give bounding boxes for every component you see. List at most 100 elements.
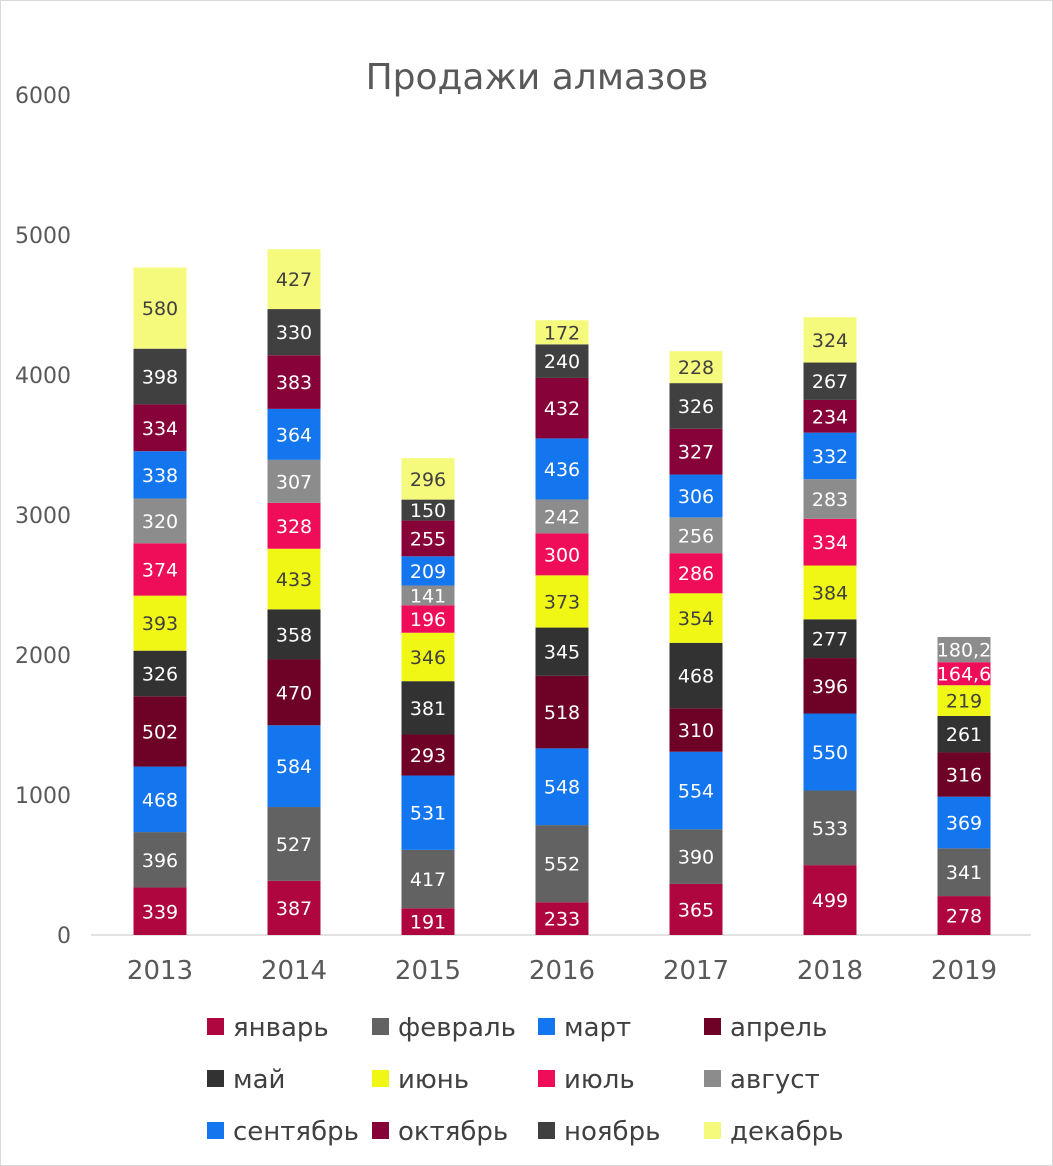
data-label: 209 bbox=[410, 561, 446, 583]
data-label: 316 bbox=[946, 765, 982, 787]
bar-segment bbox=[401, 632, 455, 682]
legend-label: ноябрь bbox=[564, 1117, 660, 1147]
y-tick-label: 0 bbox=[57, 924, 71, 949]
bar-segment bbox=[401, 681, 455, 735]
data-label: 580 bbox=[142, 298, 178, 320]
bar-segment bbox=[267, 609, 321, 660]
legend-swatch bbox=[372, 1122, 389, 1139]
bar-segment bbox=[937, 662, 991, 686]
data-label: 552 bbox=[544, 854, 580, 876]
data-label: 233 bbox=[544, 909, 580, 931]
bar-segment bbox=[803, 432, 857, 480]
bar-segment bbox=[267, 548, 321, 610]
y-tick-label: 2000 bbox=[15, 644, 71, 669]
bar-segment bbox=[535, 533, 589, 576]
data-label: 383 bbox=[276, 372, 312, 394]
bar-segment bbox=[803, 713, 857, 791]
data-label: 255 bbox=[410, 528, 446, 550]
bar-segment bbox=[535, 320, 589, 345]
data-label: 326 bbox=[678, 396, 714, 418]
legend-item: август bbox=[704, 1065, 820, 1095]
data-label: 384 bbox=[812, 582, 848, 604]
bar-segment bbox=[669, 351, 723, 384]
bar-segment bbox=[401, 499, 455, 521]
x-tick-label: 2013 bbox=[127, 956, 193, 986]
bar-segment bbox=[267, 249, 321, 310]
legend-label: февраль bbox=[398, 1013, 516, 1043]
bar-segment bbox=[669, 883, 723, 935]
legend-label: январь bbox=[233, 1013, 329, 1043]
legend: январь февраль март апрель май июнь июль август… bbox=[207, 1013, 843, 1147]
legend-label: июль bbox=[564, 1065, 635, 1095]
x-tick-label: 2017 bbox=[663, 956, 729, 986]
bar-segment bbox=[401, 849, 455, 909]
legend-swatch bbox=[538, 1122, 555, 1139]
data-label: 341 bbox=[946, 862, 982, 884]
data-label: 427 bbox=[276, 269, 312, 291]
data-label: 286 bbox=[678, 563, 714, 585]
legend-label: август bbox=[730, 1065, 820, 1095]
bar-segment bbox=[669, 517, 723, 554]
legend-swatch bbox=[704, 1070, 721, 1087]
bar-segment bbox=[133, 348, 187, 405]
data-label: 307 bbox=[276, 471, 312, 493]
x-tick-label: 2014 bbox=[261, 956, 327, 986]
legend-label: май bbox=[233, 1065, 285, 1095]
bar-segment bbox=[803, 865, 857, 935]
data-label: 533 bbox=[812, 818, 848, 840]
data-label: 373 bbox=[544, 591, 580, 613]
bar-segment bbox=[267, 502, 321, 549]
bar-segment bbox=[937, 636, 991, 663]
bar-segment bbox=[937, 896, 991, 935]
bar-stack-2016: 233 552 548 518 345 373 300 242 436 432 240 172 bbox=[535, 320, 589, 935]
bar-segment bbox=[535, 825, 589, 903]
data-label: 584 bbox=[276, 756, 312, 778]
bar-segment bbox=[803, 790, 857, 866]
bar-segment bbox=[803, 565, 857, 620]
bar-segment bbox=[803, 362, 857, 400]
data-label: 330 bbox=[276, 322, 312, 344]
bar-segment bbox=[669, 553, 723, 594]
bar-segment bbox=[669, 751, 723, 830]
data-label: 191 bbox=[410, 912, 446, 934]
bar-segment bbox=[535, 675, 589, 749]
legend-label: июнь bbox=[398, 1065, 469, 1095]
data-label: 436 bbox=[544, 459, 580, 481]
data-label: 228 bbox=[678, 357, 714, 379]
legend-item: февраль bbox=[372, 1013, 516, 1043]
bar-segment bbox=[669, 642, 723, 709]
legend-swatch bbox=[372, 1018, 389, 1035]
data-label: 396 bbox=[142, 850, 178, 872]
legend-item: май bbox=[207, 1065, 285, 1095]
bar-stack-2017: 365 390 554 310 468 354 286 256 306 327 326 228 bbox=[669, 351, 723, 935]
legend-swatch bbox=[704, 1122, 721, 1139]
data-label: 381 bbox=[410, 698, 446, 720]
data-label: 267 bbox=[812, 371, 848, 393]
data-label: 468 bbox=[142, 789, 178, 811]
data-label: 277 bbox=[812, 629, 848, 651]
bar-segment bbox=[133, 696, 187, 767]
data-label: 470 bbox=[276, 682, 312, 704]
bar-segment bbox=[669, 708, 723, 752]
data-label: 278 bbox=[946, 906, 982, 928]
bar-segment bbox=[401, 734, 455, 776]
bar-segment bbox=[133, 267, 187, 349]
data-label: 306 bbox=[678, 486, 714, 508]
bar-segment bbox=[401, 556, 455, 586]
bar-segment bbox=[133, 832, 187, 888]
data-label: 328 bbox=[276, 516, 312, 538]
bar-segment bbox=[803, 317, 857, 363]
legend-item: март bbox=[538, 1013, 631, 1043]
bar-segment bbox=[535, 344, 589, 378]
bar-segment bbox=[401, 908, 455, 935]
bar-segment bbox=[401, 775, 455, 850]
legend-swatch bbox=[538, 1070, 555, 1087]
data-label: 256 bbox=[678, 525, 714, 547]
data-label: 548 bbox=[544, 777, 580, 799]
data-label: 417 bbox=[410, 869, 446, 891]
bar-segment bbox=[133, 451, 187, 499]
data-label: 180,2 bbox=[937, 640, 991, 662]
bar-segment bbox=[803, 399, 857, 433]
